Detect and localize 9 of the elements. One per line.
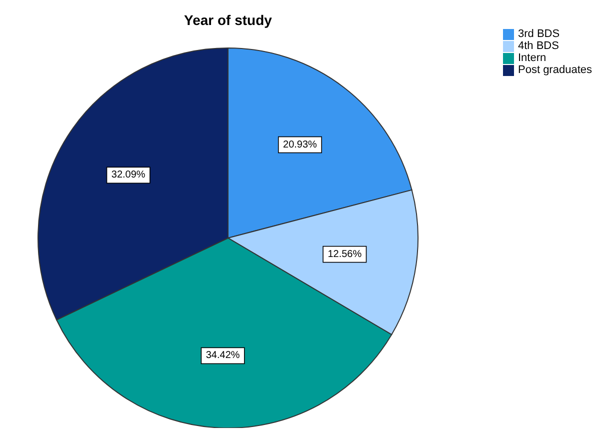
data-label: 12.56% [328,248,362,260]
chart-title: Year of study [183,12,273,28]
legend-label: Intern [518,52,546,64]
legend-label: 3rd BDS [518,28,560,40]
data-label: 20.93% [283,139,318,150]
data-label: 34.42% [206,350,240,362]
legend-label: 4th BDS [518,40,559,52]
legend-label: Post graduates [518,64,592,76]
data-label: 32.09% [111,170,146,181]
